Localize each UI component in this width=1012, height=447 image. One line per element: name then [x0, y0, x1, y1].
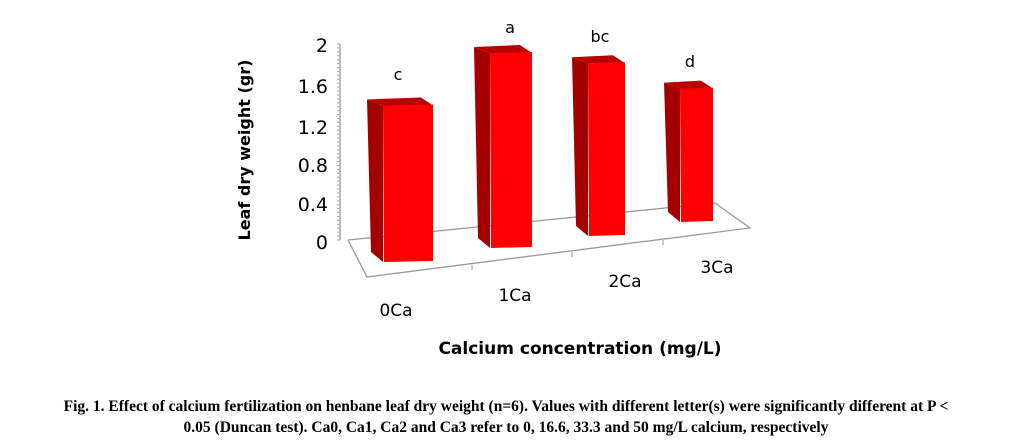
figure-caption-line-1: Fig. 1. Effect of calcium fertilization … — [63, 398, 949, 415]
y-tick-label: 0.8 — [298, 155, 328, 177]
bar-side — [474, 47, 490, 248]
bars — [367, 45, 713, 262]
y-axis: 0 0.4 0.8 1.2 1.6 2 — [298, 35, 341, 254]
x-tick-label: 0Ca — [379, 301, 412, 321]
y-tick-label: 1.6 — [298, 76, 328, 98]
bar-side — [664, 82, 680, 222]
significance-letter: bc — [591, 27, 610, 46]
y-tick-label: 0 — [316, 232, 328, 254]
bar-side — [572, 57, 588, 237]
significance-letter: a — [505, 18, 515, 37]
bar-top — [474, 45, 532, 53]
x-axis-title: Calcium concentration (mg/L) — [438, 339, 721, 359]
bar-chart: 0 0.4 0.8 1.2 1.6 2 c 0Ca a 1Ca bc 2Ca d 3Ca Leaf dr… — [235, 18, 752, 359]
y-axis-title: Leaf dry weight (gr) — [235, 60, 254, 241]
bar-0Ca — [383, 104, 433, 262]
significance-letter: d — [685, 52, 695, 71]
figure-caption-line-2: 0.05 (Duncan test). Ca0, Ca1, Ca2 and Ca… — [183, 419, 829, 436]
x-tick-label: 1Ca — [498, 286, 531, 306]
labels: c 0Ca a 1Ca bc 2Ca d 3Ca — [379, 18, 733, 321]
y-tick-label: 2 — [316, 35, 328, 57]
bar-1Ca — [490, 52, 532, 248]
bar-2Ca — [588, 62, 625, 237]
x-tick-label: 3Ca — [700, 258, 733, 278]
bar-top — [572, 55, 625, 64]
bar-side — [367, 99, 383, 262]
y-tick-label: 0.4 — [298, 194, 328, 216]
significance-letter: c — [394, 65, 403, 84]
bar-top — [664, 80, 713, 89]
y-tick-label: 1.2 — [298, 117, 328, 139]
bar-top — [367, 97, 433, 106]
bar-3Ca — [680, 87, 713, 222]
x-tick-label: 2Ca — [608, 272, 641, 292]
